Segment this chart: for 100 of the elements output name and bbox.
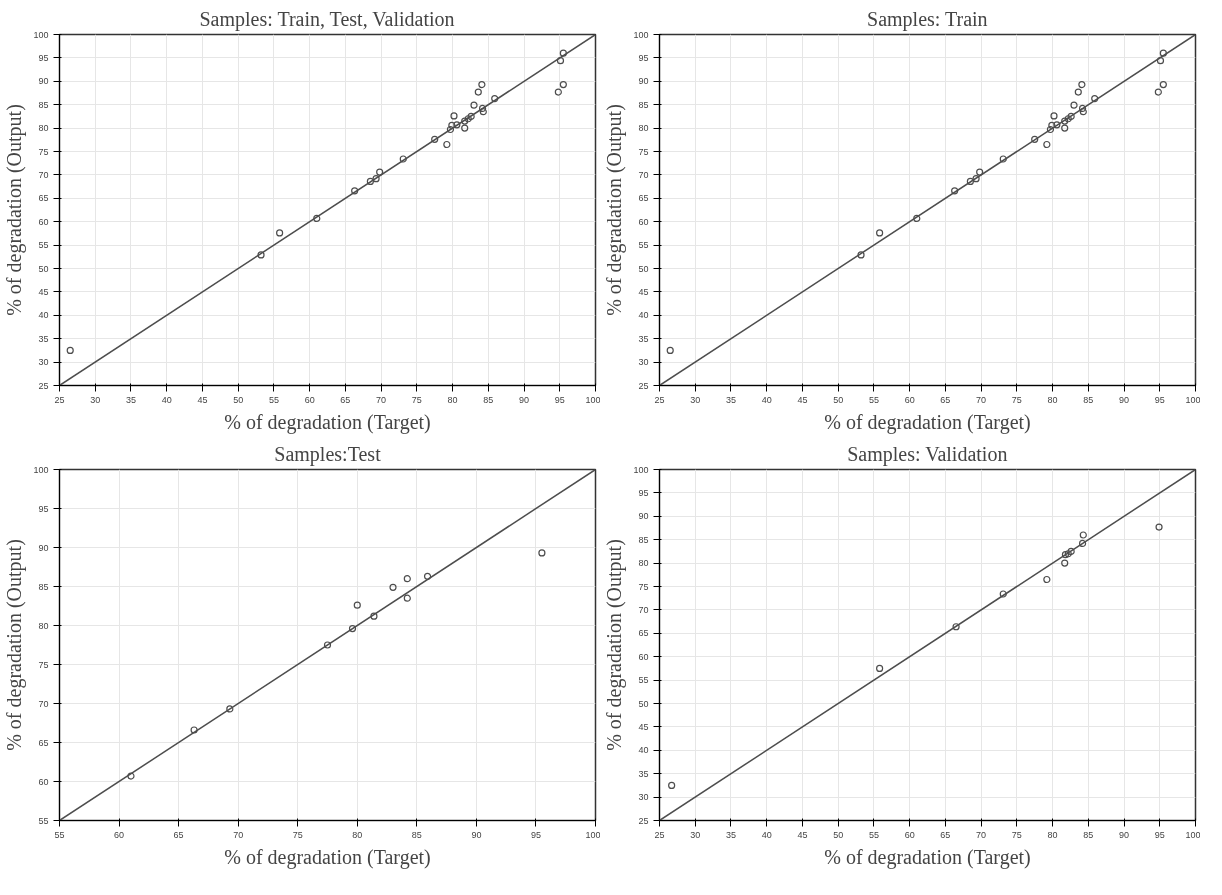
y-tick-label: 75 xyxy=(38,146,49,157)
y-tick-label: 60 xyxy=(38,216,49,227)
chart-title: Samples: Validation xyxy=(847,442,1008,466)
y-tick-label: 85 xyxy=(38,581,49,592)
y-tick-label: 50 xyxy=(638,263,649,274)
chart-title: Samples:Test xyxy=(274,442,382,466)
y-tick-label: 35 xyxy=(38,333,49,344)
x-tick-label: 30 xyxy=(90,394,101,405)
y-tick-label: 30 xyxy=(638,357,649,368)
x-tick-label: 40 xyxy=(761,829,772,840)
x-tick-label: 100 xyxy=(1185,829,1201,840)
y-tick-label: 90 xyxy=(638,76,649,87)
y-tick-label: 85 xyxy=(638,534,649,545)
x-tick-label: 35 xyxy=(125,394,136,405)
x-tick-label: 65 xyxy=(940,829,951,840)
y-tick-label: 85 xyxy=(638,99,649,110)
y-tick-label: 90 xyxy=(638,511,649,522)
x-tick-label: 60 xyxy=(904,829,915,840)
y-tick-label: 70 xyxy=(638,604,649,615)
y-tick-label: 80 xyxy=(638,123,649,134)
chart-title: Samples: Train, Test, Validation xyxy=(199,7,455,31)
y-tick-label: 100 xyxy=(633,29,649,40)
x-tick-label: 55 xyxy=(54,829,65,840)
y-tick-label: 40 xyxy=(638,310,649,321)
y-tick-label: 80 xyxy=(38,123,49,134)
y-tick-label: 40 xyxy=(38,310,49,321)
x-tick-label: 80 xyxy=(1047,394,1058,405)
x-axis-title: % of degradation (Target) xyxy=(824,410,1031,434)
x-tick-label: 95 xyxy=(1154,829,1165,840)
x-tick-label: 70 xyxy=(376,394,387,405)
y-tick-label: 95 xyxy=(38,52,49,63)
x-tick-label: 85 xyxy=(483,394,494,405)
y-tick-label: 35 xyxy=(638,333,649,344)
y-tick-label: 50 xyxy=(638,698,649,709)
chart-title: Samples: Train xyxy=(867,7,988,31)
x-tick-label: 25 xyxy=(654,394,665,405)
y-tick-label: 100 xyxy=(33,464,49,475)
y-tick-label: 65 xyxy=(638,193,649,204)
y-tick-label: 65 xyxy=(38,193,49,204)
x-tick-label: 30 xyxy=(690,394,701,405)
x-tick-label: 70 xyxy=(976,394,987,405)
x-tick-label: 85 xyxy=(1083,829,1094,840)
y-axis-title: % of degradation (Output) xyxy=(603,104,627,316)
y-tick-label: 100 xyxy=(33,29,49,40)
x-tick-label: 25 xyxy=(654,829,665,840)
y-tick-label: 60 xyxy=(638,651,649,662)
y-tick-label: 55 xyxy=(38,815,49,826)
y-tick-label: 25 xyxy=(38,380,49,391)
y-tick-label: 55 xyxy=(38,240,49,251)
y-tick-label: 95 xyxy=(638,487,649,498)
y-tick-label: 90 xyxy=(38,76,49,87)
y-tick-label: 85 xyxy=(38,99,49,110)
x-tick-label: 45 xyxy=(797,394,808,405)
y-tick-label: 45 xyxy=(638,286,649,297)
y-tick-label: 75 xyxy=(38,659,49,670)
x-tick-label: 100 xyxy=(1185,394,1201,405)
y-tick-label: 80 xyxy=(638,558,649,569)
y-tick-label: 55 xyxy=(638,675,649,686)
y-tick-label: 30 xyxy=(638,792,649,803)
y-tick-label: 90 xyxy=(38,542,49,553)
y-tick-label: 35 xyxy=(638,768,649,779)
y-tick-label: 70 xyxy=(638,169,649,180)
x-tick-label: 65 xyxy=(340,394,351,405)
x-tick-label: 80 xyxy=(447,394,458,405)
x-tick-label: 75 xyxy=(1011,394,1022,405)
y-tick-label: 65 xyxy=(38,737,49,748)
x-tick-label: 55 xyxy=(868,394,879,405)
x-tick-label: 90 xyxy=(471,829,482,840)
x-tick-label: 70 xyxy=(233,829,244,840)
x-tick-label: 70 xyxy=(976,829,987,840)
x-tick-label: 65 xyxy=(173,829,184,840)
x-axis-title: % of degradation (Target) xyxy=(224,845,431,869)
x-tick-label: 75 xyxy=(1011,829,1022,840)
x-tick-label: 85 xyxy=(1083,394,1094,405)
x-tick-label: 95 xyxy=(530,829,541,840)
x-tick-label: 50 xyxy=(833,829,844,840)
y-tick-label: 45 xyxy=(38,286,49,297)
x-tick-label: 90 xyxy=(1119,829,1130,840)
x-tick-label: 100 xyxy=(585,394,601,405)
x-axis-title: % of degradation (Target) xyxy=(824,845,1031,869)
x-tick-label: 85 xyxy=(411,829,422,840)
y-tick-label: 75 xyxy=(638,146,649,157)
x-tick-label: 90 xyxy=(1119,394,1130,405)
x-tick-label: 60 xyxy=(904,394,915,405)
x-tick-label: 35 xyxy=(725,829,736,840)
y-tick-label: 65 xyxy=(638,628,649,639)
y-tick-label: 40 xyxy=(638,745,649,756)
y-tick-label: 45 xyxy=(638,721,649,732)
y-tick-label: 80 xyxy=(38,620,49,631)
x-tick-label: 55 xyxy=(868,829,879,840)
y-axis-title: % of degradation (Output) xyxy=(3,539,27,751)
x-tick-label: 75 xyxy=(411,394,422,405)
y-tick-label: 75 xyxy=(638,581,649,592)
y-tick-label: 55 xyxy=(638,240,649,251)
x-tick-label: 80 xyxy=(1047,829,1058,840)
x-tick-label: 60 xyxy=(304,394,315,405)
y-tick-label: 60 xyxy=(38,776,49,787)
x-tick-label: 30 xyxy=(690,829,701,840)
x-tick-label: 40 xyxy=(161,394,172,405)
x-tick-label: 40 xyxy=(761,394,772,405)
